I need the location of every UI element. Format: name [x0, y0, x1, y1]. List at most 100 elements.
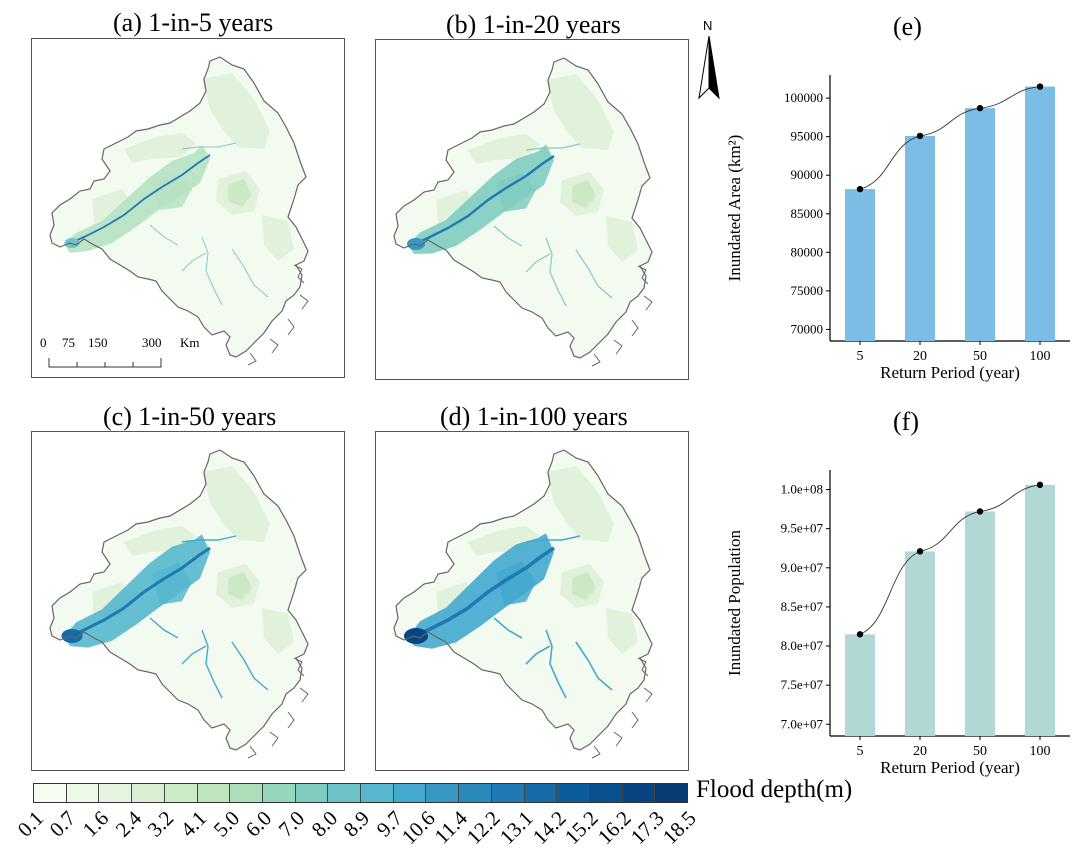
colorbar-tick-label: 3.2	[143, 806, 179, 842]
colorbar-swatch	[34, 784, 67, 802]
basin-boundary	[393, 449, 653, 751]
colorbar-swatch	[393, 784, 427, 802]
lake-patch	[572, 180, 596, 208]
scale-tick-150: 150	[88, 335, 108, 350]
colorbar-tick-label: 0.1	[12, 806, 48, 842]
tributary	[545, 629, 567, 699]
colorbar-swatch	[459, 784, 492, 802]
colorbar-tick-label: 0.7	[45, 806, 81, 842]
coastline	[247, 657, 309, 759]
tributary	[231, 641, 269, 691]
y-tick-label: 9.5e+07	[781, 521, 824, 536]
colorbar-swatch	[361, 784, 394, 802]
main-river	[65, 546, 211, 640]
y-tick-label: 1.0e+08	[781, 482, 823, 497]
tributary	[493, 617, 523, 639]
north-arrow-icon	[698, 36, 720, 100]
low-depth-patch	[202, 466, 270, 542]
colorbar-swatch	[426, 784, 460, 802]
main-river	[409, 155, 555, 248]
bar	[965, 108, 995, 341]
low-depth-patch	[124, 133, 196, 163]
y-axis-title: Inundated Population	[725, 530, 744, 676]
bar	[965, 511, 995, 736]
colorbar-tick-label: 7.0	[273, 806, 310, 842]
data-point	[976, 104, 984, 112]
scale-tick-75: 75	[62, 335, 75, 350]
map-title-a: (a) 1-in-5 years	[113, 8, 274, 37]
deep-flood-area	[404, 628, 428, 644]
bar	[845, 189, 875, 341]
map-panel-c	[31, 431, 345, 771]
colorbar-tick-label: 5.0	[208, 806, 244, 842]
scale-tick-300: 300	[142, 335, 162, 350]
y-tick-label: 95000	[791, 129, 824, 144]
flood-corridor	[64, 145, 210, 253]
y-tick-label: 7.0e+07	[781, 716, 824, 731]
y-tick-label: 8.0e+07	[781, 638, 824, 653]
map-panel-d	[375, 431, 689, 771]
x-tick-label: 100	[1030, 349, 1051, 364]
tributary	[181, 535, 237, 543]
colorbar-tick-label: 1.6	[77, 806, 114, 842]
chart-title-f: (f)	[893, 407, 919, 436]
data-point	[916, 548, 924, 555]
y-tick-label: 8.5e+07	[781, 599, 824, 614]
colorbar-swatch	[524, 784, 558, 802]
map-title-c: (c) 1-in-50 years	[103, 402, 277, 431]
chart-title-e: (e)	[893, 12, 922, 41]
map-panel-b	[375, 39, 689, 380]
x-tick-label: 5	[857, 349, 864, 364]
colorbar-swatch	[262, 784, 296, 802]
y-tick-label: 100000	[784, 90, 823, 105]
low-depth-patch	[468, 134, 540, 164]
low-depth-patch	[262, 608, 294, 654]
scale-bar-line	[48, 358, 162, 368]
colorbar-tick-label: 2.4	[110, 806, 146, 842]
scale-unit: Km	[180, 335, 200, 350]
coastline	[247, 264, 309, 366]
basin-boundary	[49, 449, 309, 751]
tributary	[181, 142, 237, 150]
x-tick-label: 100	[1030, 744, 1051, 759]
data-point	[1036, 83, 1044, 90]
colorbar-tick-label: 8.9	[338, 806, 375, 842]
deep-flood-area	[64, 238, 80, 248]
tributary	[525, 645, 551, 665]
lake-patch	[572, 572, 596, 600]
bar	[905, 135, 935, 341]
colorbar-label: Flood depth(m)	[696, 776, 853, 803]
low-depth-patch	[606, 216, 638, 262]
deep-flood-area	[61, 629, 83, 643]
data-point	[856, 185, 864, 193]
trend-line	[859, 86, 1041, 190]
low-depth-patch	[606, 608, 638, 654]
coastline	[591, 265, 653, 367]
basin-boundary	[49, 56, 309, 358]
colorbar-tick-label: 18.5	[658, 806, 701, 849]
scale-tick-0: 0	[40, 335, 47, 350]
data-point	[916, 132, 924, 140]
colorbar-swatch	[622, 784, 656, 802]
bar	[1025, 484, 1055, 736]
colorbar-swatch	[295, 784, 329, 802]
lake-patch	[228, 179, 252, 207]
tributary	[575, 641, 613, 691]
coastline	[591, 657, 653, 759]
tributary	[231, 248, 269, 298]
flood-depth-colorbar	[33, 783, 688, 803]
y-tick-label: 70000	[791, 321, 824, 336]
tributary	[525, 535, 581, 543]
tributary	[181, 252, 207, 272]
y-tick-label: 90000	[791, 167, 824, 182]
y-tick-label: 9.0e+07	[781, 560, 824, 575]
colorbar-swatch	[655, 784, 688, 802]
main-river	[65, 154, 211, 246]
flood-corridor	[408, 144, 554, 254]
flood-map-d	[393, 449, 653, 759]
y-tick-label: 7.5e+07	[781, 677, 824, 692]
data-point	[976, 508, 984, 515]
flood-zone	[496, 172, 536, 212]
x-tick-label: 5	[857, 744, 864, 759]
colorbar-swatch	[328, 784, 362, 802]
